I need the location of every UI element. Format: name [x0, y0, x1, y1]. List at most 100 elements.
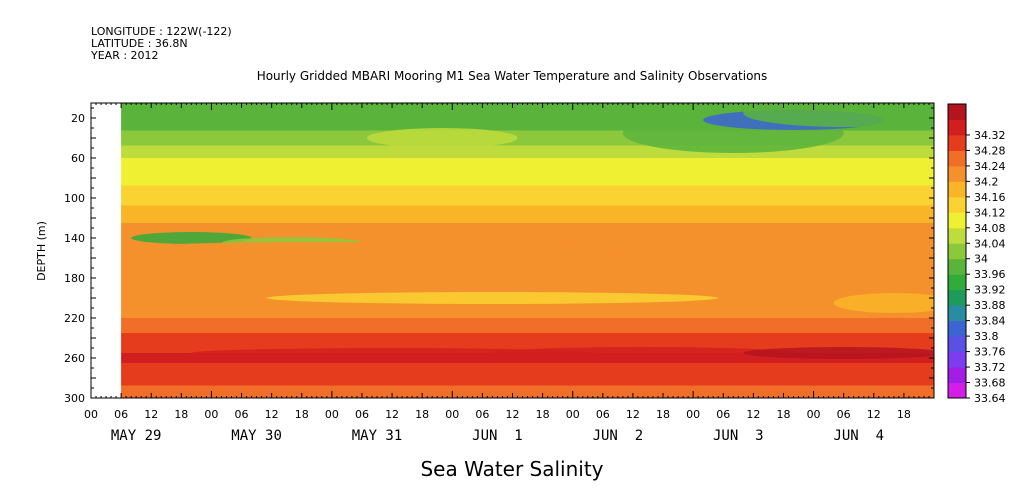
colorbar-swatch: [948, 289, 966, 306]
depth-band: [121, 328, 934, 332]
latitude-label: LATITUDE : 36.8N: [91, 37, 188, 50]
year-label: YEAR : 2012: [90, 49, 159, 62]
depth-band: [121, 308, 934, 312]
depth-band: [121, 135, 934, 139]
depth-band: [121, 158, 934, 162]
x-hour-label: 00: [445, 408, 459, 421]
salinity-features: [131, 103, 934, 359]
colorbar-swatch: [948, 119, 966, 136]
colorbar: 33.64 33.68 33.72 33.76 33.8 33.84 33.88 33.92 3…: [947, 103, 1006, 405]
x-hour-label: 12: [144, 408, 158, 421]
depth-band: [121, 210, 934, 214]
depth-band: [121, 313, 934, 317]
colorbar-swatch: [948, 320, 966, 337]
depth-band: [121, 383, 934, 387]
depth-band: [121, 183, 934, 187]
colorbar-label: 33.76: [974, 346, 1006, 359]
depth-band: [121, 190, 934, 194]
depth-band: [121, 260, 934, 264]
depth-band: [121, 363, 934, 367]
depth-band: [121, 110, 934, 114]
x-hour-label: 00: [807, 408, 821, 421]
depth-band: [121, 213, 934, 217]
x-hour-label: 18: [295, 408, 309, 421]
depth-band: [121, 393, 934, 397]
depth-band: [121, 153, 934, 157]
salinity-feature: [833, 293, 934, 313]
chart-title: Hourly Gridded MBARI Mooring M1 Sea Wate…: [257, 69, 768, 83]
depth-band: [121, 170, 934, 174]
x-hour-label: 06: [837, 408, 851, 421]
colorbar-swatch: [948, 305, 966, 322]
salinity-feature: [191, 348, 593, 358]
depth-band: [121, 215, 934, 219]
x-hour-label: 06: [716, 408, 730, 421]
colorbar-swatch: [948, 165, 966, 182]
colorbar-swatch: [948, 227, 966, 244]
depth-band: [121, 358, 934, 362]
y-tick-label: 260: [64, 352, 85, 365]
colorbar-swatch: [948, 104, 966, 120]
x-day-label: JUN 3: [713, 428, 764, 444]
x-hour-label: 18: [415, 408, 429, 421]
x-hour-label: 06: [355, 408, 369, 421]
colorbar-swatch: [948, 274, 966, 291]
x-hour-label: 12: [746, 408, 760, 421]
depth-band: [121, 203, 934, 207]
depth-band: [121, 108, 934, 112]
x-hour-label: 06: [475, 408, 489, 421]
colorbar-swatch: [948, 150, 966, 167]
x-hour-label: 18: [174, 408, 188, 421]
depth-band: [121, 180, 934, 184]
x-hour-label: 18: [536, 408, 550, 421]
depth-band: [121, 258, 934, 262]
depth-band: [121, 253, 934, 257]
y-tick-label: 100: [64, 192, 85, 205]
y-tick-label: 300: [64, 392, 85, 405]
y-tick-label: 180: [64, 272, 85, 285]
x-hour-label: 12: [506, 408, 520, 421]
colorbar-label: 33.68: [974, 377, 1006, 390]
longitude-label: LONGITUDE : 122W(-122): [91, 25, 232, 38]
depth-band: [121, 145, 934, 149]
depth-band: [121, 118, 934, 122]
salinity-feature: [266, 292, 719, 304]
depth-band: [121, 280, 934, 284]
depth-band: [121, 278, 934, 282]
plot-area: [91, 103, 934, 398]
colorbar-swatch: [948, 336, 966, 353]
depth-band: [121, 333, 934, 337]
depth-band: [121, 205, 934, 209]
depth-band: [121, 113, 934, 117]
depth-band: [121, 230, 934, 234]
colorbar-swatch: [948, 181, 966, 198]
depth-band: [121, 325, 934, 329]
depth-band: [121, 195, 934, 199]
y-axis-label: DEPTH (m): [35, 221, 48, 281]
depth-band: [121, 178, 934, 182]
depth-band: [121, 323, 934, 327]
colorbar-label: 33.72: [974, 361, 1006, 374]
colorbar-label: 34.28: [974, 144, 1006, 157]
x-hour-label: 12: [265, 408, 279, 421]
depth-band: [121, 220, 934, 224]
depth-band: [121, 198, 934, 202]
depth-band: [121, 125, 934, 129]
x-hour-label: 06: [235, 408, 249, 421]
x-day-label: JUN 1: [472, 428, 523, 444]
depth-band: [121, 390, 934, 394]
y-axis: 20 60 100 140 180 220 260 300: [64, 107, 934, 405]
depth-band: [121, 168, 934, 172]
salinity-feature: [728, 238, 909, 258]
depth-band: [121, 270, 934, 274]
depth-band: [121, 305, 934, 309]
depth-band: [121, 130, 934, 134]
depth-band: [121, 338, 934, 342]
depth-band: [121, 365, 934, 369]
depth-band: [121, 173, 934, 177]
depth-band: [121, 268, 934, 272]
x-hour-label: 12: [626, 408, 640, 421]
x-day-label: MAY 29: [111, 428, 162, 444]
salinity-feature: [743, 103, 934, 127]
